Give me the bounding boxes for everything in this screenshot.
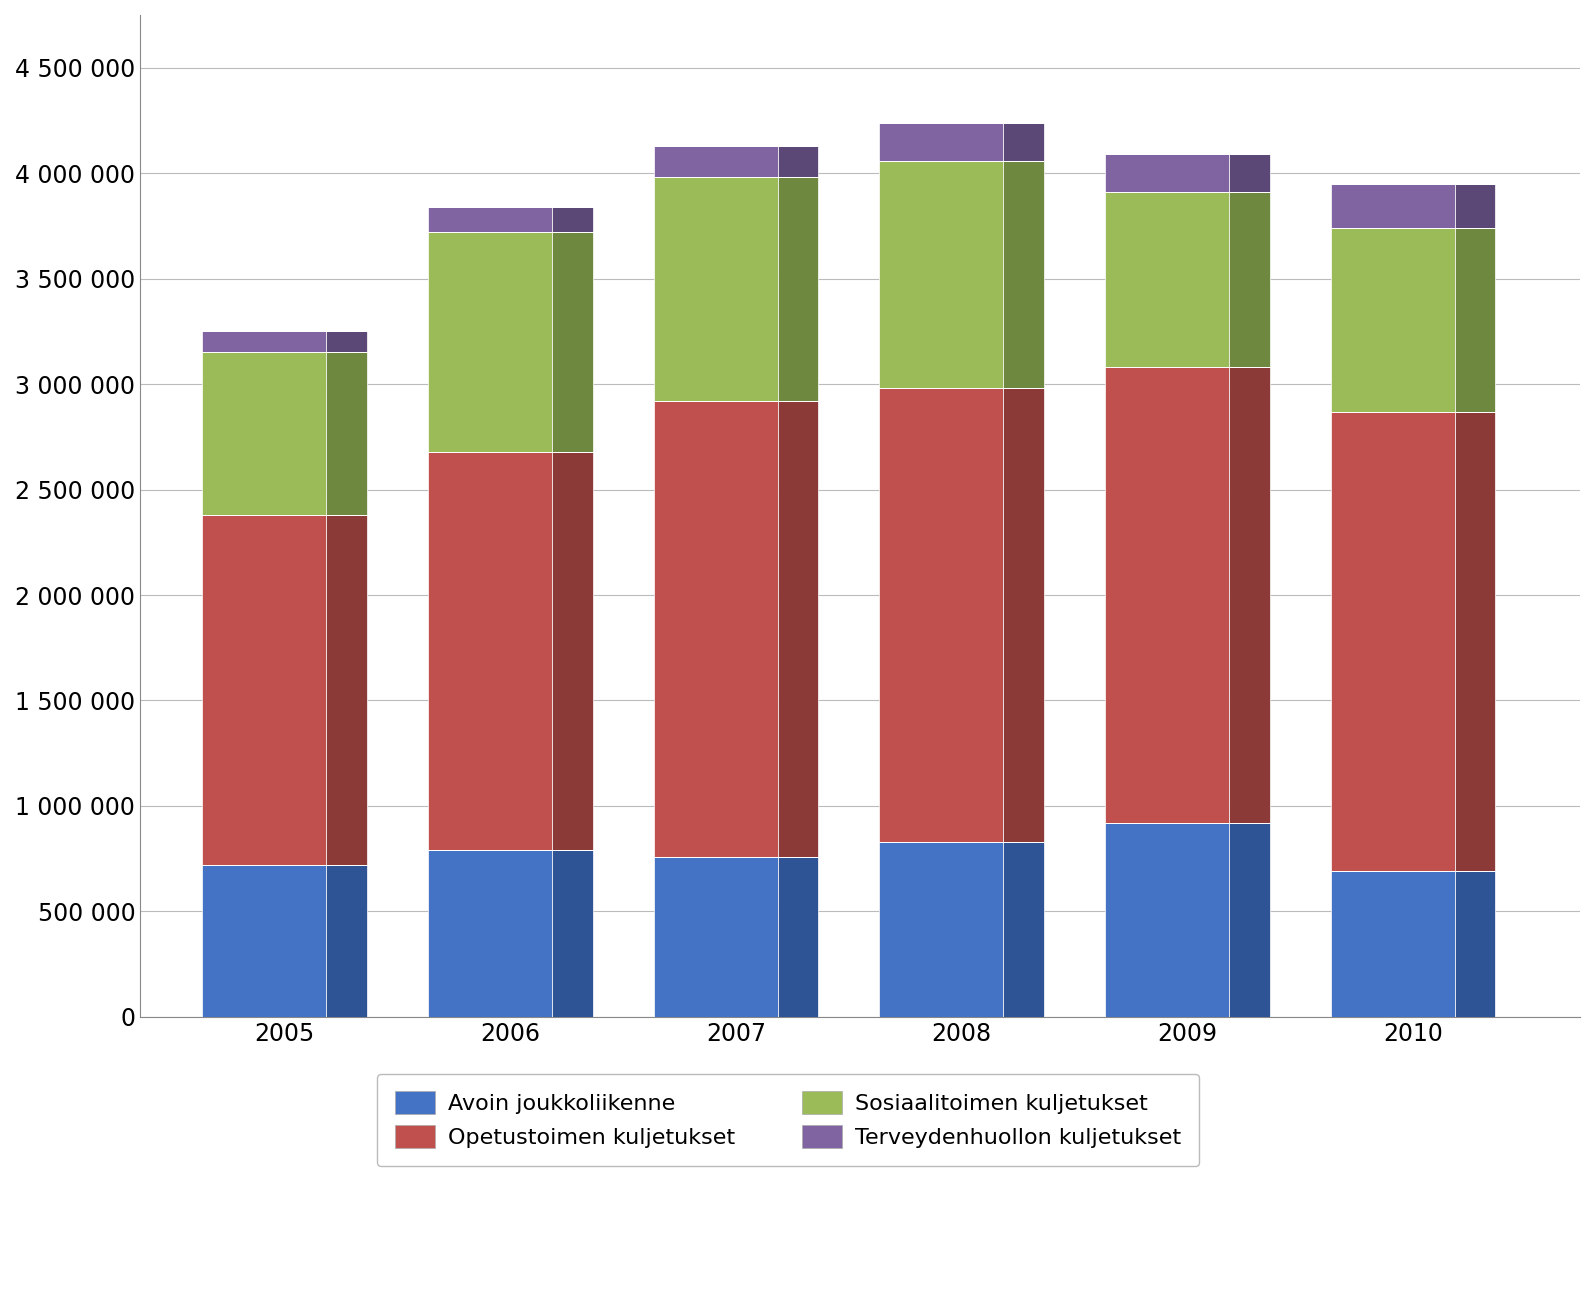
Bar xyxy=(203,865,327,1017)
Polygon shape xyxy=(1003,389,1045,842)
Polygon shape xyxy=(1230,823,1270,1017)
Bar xyxy=(1330,229,1455,411)
Bar xyxy=(1330,871,1455,1017)
Bar xyxy=(203,352,327,515)
Legend: Avoin joukkoliikenne, Opetustoimen kuljetukset, Sosiaalitoimen kuljetukset, Terv: Avoin joukkoliikenne, Opetustoimen kulje… xyxy=(376,1074,1199,1166)
Bar xyxy=(879,122,1003,160)
Bar xyxy=(1105,192,1230,367)
Bar xyxy=(654,146,778,177)
Polygon shape xyxy=(552,850,593,1017)
Bar xyxy=(427,233,552,452)
Polygon shape xyxy=(1230,192,1270,367)
Polygon shape xyxy=(552,206,593,233)
Polygon shape xyxy=(327,865,367,1017)
Polygon shape xyxy=(1003,122,1045,160)
Bar xyxy=(1105,367,1230,823)
Bar xyxy=(1105,823,1230,1017)
Bar xyxy=(427,206,552,233)
Bar xyxy=(1330,184,1455,229)
Bar xyxy=(203,331,327,352)
Polygon shape xyxy=(1455,229,1496,411)
Bar xyxy=(879,842,1003,1017)
Bar xyxy=(654,401,778,857)
Bar xyxy=(1105,154,1230,192)
Polygon shape xyxy=(1455,184,1496,229)
Polygon shape xyxy=(778,401,818,857)
Polygon shape xyxy=(552,452,593,850)
Polygon shape xyxy=(1455,871,1496,1017)
Polygon shape xyxy=(778,177,818,401)
Bar xyxy=(203,515,327,865)
Bar xyxy=(427,452,552,850)
Polygon shape xyxy=(327,352,367,515)
Polygon shape xyxy=(1230,367,1270,823)
Bar xyxy=(654,857,778,1017)
Polygon shape xyxy=(1003,160,1045,389)
Bar xyxy=(879,160,1003,389)
Polygon shape xyxy=(552,233,593,452)
Polygon shape xyxy=(778,857,818,1017)
Bar xyxy=(654,177,778,401)
Bar xyxy=(879,389,1003,842)
Polygon shape xyxy=(1455,411,1496,871)
Polygon shape xyxy=(327,515,367,865)
Polygon shape xyxy=(327,331,367,352)
Bar xyxy=(427,850,552,1017)
Polygon shape xyxy=(1003,842,1045,1017)
Polygon shape xyxy=(778,146,818,177)
Bar xyxy=(1330,411,1455,871)
Polygon shape xyxy=(1230,154,1270,192)
